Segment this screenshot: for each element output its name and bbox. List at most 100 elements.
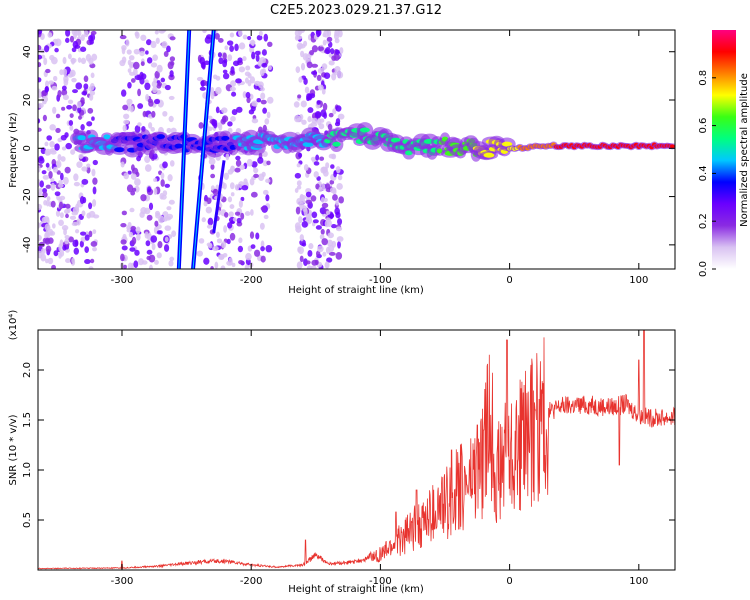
spectrogram-speckle — [222, 52, 227, 61]
spectrogram-speckle — [144, 164, 152, 172]
snr-y-label: SNR (10 * v/v) — [8, 414, 19, 485]
spectrogram-speckle — [84, 246, 89, 254]
spectrogram-speckle — [332, 194, 338, 201]
spectrogram-speckle — [147, 98, 153, 104]
spectrogram-speckle — [123, 172, 130, 180]
spectrogram-speckle — [64, 203, 71, 209]
spectrogram-speckle — [227, 222, 233, 229]
band-core — [302, 141, 314, 147]
spectrogram-speckle — [92, 177, 98, 185]
x-tick-label: 100 — [629, 576, 648, 587]
x-tick-label: -300 — [111, 275, 134, 286]
spectrogram-speckle — [127, 68, 132, 73]
band-core — [174, 143, 184, 149]
spectrogram-speckle — [68, 120, 74, 126]
spectrogram-speckle — [257, 156, 264, 164]
spectrogram-speckle — [44, 148, 52, 156]
spectrogram-speckle — [298, 216, 303, 224]
spectrogram-speckle — [71, 221, 79, 227]
spectrogram-speckle — [40, 248, 46, 255]
spectrogram-speckle — [217, 52, 222, 58]
spectrogram-speckle — [168, 95, 175, 100]
spectrogram-speckle — [218, 57, 224, 65]
spectrogram-speckle — [65, 258, 71, 264]
spectrogram-speckle — [148, 202, 154, 211]
spectrogram-speckle — [230, 192, 235, 197]
spectrogram-speckle — [148, 254, 156, 263]
spectrogram-speckle — [303, 77, 308, 85]
spectrogram-speckle — [156, 64, 163, 73]
spectrogram-speckle — [81, 178, 89, 185]
spectrogram-speckle — [125, 39, 130, 47]
spectrogram-speckle — [256, 34, 263, 41]
spectrogram-speckle — [327, 244, 335, 252]
spectrogram-speckle — [255, 54, 260, 62]
spectrogram-speckle — [145, 240, 151, 247]
spectrogram-speckle — [324, 261, 330, 269]
spectrogram-speckle — [238, 66, 246, 73]
spectrogram-speckle — [249, 178, 255, 186]
spectrogram-speckle — [131, 236, 137, 245]
spectrogram-speckle — [163, 244, 170, 252]
spectrogram-speckle — [50, 178, 55, 183]
spectrogram-speckle — [38, 44, 42, 51]
spectrogram-speckle — [56, 170, 61, 175]
spectrogram-speckle — [160, 172, 165, 180]
band-core — [156, 134, 165, 140]
spectrogram-speckle — [61, 106, 66, 111]
spectrogram-speckle — [249, 76, 256, 84]
snr-background — [38, 330, 675, 570]
spectrogram-speckle — [331, 223, 337, 229]
spectrogram-speckle — [146, 214, 153, 221]
spectrogram-speckle — [315, 183, 320, 190]
spectrogram-speckle — [227, 121, 233, 127]
spectrogram-speckle — [169, 36, 176, 41]
spectrogram-speckle — [327, 123, 333, 131]
x-tick-label: -100 — [369, 275, 392, 286]
y-tick-label: -40 — [22, 237, 33, 253]
spectrogram-speckle — [69, 69, 76, 77]
spectrogram-speckle — [202, 30, 207, 34]
spectrogram-speckle — [320, 196, 325, 203]
spectrogram-speckle — [262, 107, 268, 114]
spectrogram-speckle — [158, 215, 165, 224]
spectrogram-speckle — [67, 236, 74, 243]
spectrogram-speckle — [81, 166, 88, 172]
spectrogram-speckle — [166, 213, 173, 220]
spectrogram-speckle — [80, 124, 85, 131]
spectrogram-speckle — [129, 105, 134, 113]
spectrogram-speckle — [214, 33, 220, 40]
spectrogram-speckle — [250, 244, 256, 249]
spectrogram-speckle — [326, 210, 331, 215]
spectrogram-speckle — [90, 241, 98, 247]
x-tick-label: 100 — [629, 275, 648, 286]
y-tick-label: 40 — [22, 45, 33, 58]
spectrogram-speckle — [244, 264, 249, 269]
spectrogram-speckle — [321, 88, 326, 95]
spectrogram-speckle — [43, 57, 48, 66]
spectrogram-speckle — [300, 62, 306, 71]
spectrogram-speckle — [314, 259, 319, 265]
spectrogram-speckle — [164, 84, 171, 91]
spectrogram-speckle — [260, 255, 266, 263]
spectrogram-speckle — [321, 202, 329, 209]
spectrogram-speckle — [329, 179, 335, 185]
spectrogram-speckle — [133, 260, 139, 269]
spectrogram-speckle — [162, 190, 168, 197]
spectrogram-speckle — [255, 232, 260, 240]
spectrogram-speckle — [65, 142, 72, 150]
spectrogram-speckle — [306, 265, 313, 269]
spectrogram-speckle — [230, 115, 236, 122]
spectrogram-speckle — [163, 51, 169, 57]
spectrogram-speckle — [44, 141, 49, 147]
spectrogram-speckle — [241, 185, 249, 191]
spectrogram-speckle — [153, 177, 158, 183]
spectrogram-speckle — [130, 226, 137, 231]
spectrogram-speckle — [232, 217, 237, 222]
snr-y-ticks: 0.5 1.0 1.5 2.0 — [22, 362, 675, 528]
spectrogram-speckle — [296, 163, 301, 168]
spectrogram-speckle — [212, 188, 219, 196]
spectrogram-speckle — [90, 72, 95, 79]
spectrogram-speckle — [228, 211, 234, 218]
